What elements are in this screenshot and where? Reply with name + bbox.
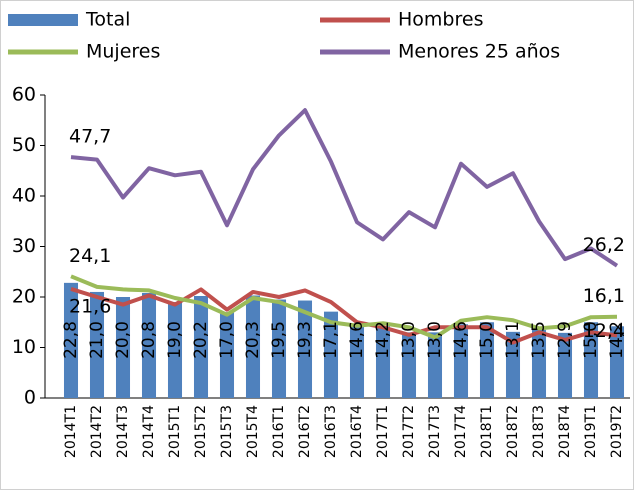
bar-value-label: 15,0: [477, 321, 497, 359]
x-tick-label: 2016T2: [297, 405, 313, 458]
bar: [271, 299, 287, 398]
bar-value-label: 14,6: [451, 321, 471, 359]
bar-value-label: 13,0: [399, 321, 419, 359]
bar-value-label: 14,6: [347, 321, 367, 359]
bar-value-label: 13,5: [529, 321, 549, 359]
x-tick-label: 2015T1: [167, 405, 183, 458]
bar: [141, 292, 157, 398]
bar: [89, 291, 105, 398]
bar: [193, 295, 209, 398]
legend-label: Mujeres: [86, 41, 160, 63]
bar-value-label: 19,0: [165, 321, 185, 359]
y-tick-label: 40: [12, 185, 36, 207]
bar: [609, 326, 625, 398]
x-tick-label: 2018T3: [531, 405, 547, 458]
line-value-label: 12,4: [583, 320, 625, 342]
x-tick-label: 2015T2: [193, 405, 209, 458]
x-tick-label: 2017T4: [453, 405, 469, 458]
line-value-label: 16,1: [583, 285, 625, 307]
x-tick-label: 2017T3: [427, 405, 443, 458]
bar-value-label: 14,2: [607, 321, 627, 359]
bar: [297, 300, 313, 398]
bar: [245, 295, 261, 398]
bar-value-label: 13,0: [425, 321, 445, 359]
y-tick-label: 10: [12, 336, 36, 358]
bar-value-label: 20,3: [243, 321, 263, 359]
bar-value-label: 20,2: [191, 321, 211, 359]
line-value-label: 24,1: [69, 245, 111, 267]
line: [70, 287, 618, 345]
bar-value-label: 14,2: [373, 321, 393, 359]
bar: [479, 322, 495, 398]
y-tick-label: 50: [12, 134, 36, 156]
bar-value-label: 19,5: [269, 321, 289, 359]
bar-value-label: 13,1: [503, 321, 523, 359]
bar: [401, 332, 417, 398]
line: [70, 274, 618, 340]
bar: [375, 326, 391, 398]
bar: [427, 332, 443, 398]
line-value-label: 26,2: [583, 234, 625, 256]
bar-value-label: 20,8: [139, 321, 159, 359]
bar-value-label: 21,0: [87, 321, 107, 359]
x-tick-label: 2019T1: [583, 405, 599, 458]
x-tick-label: 2014T2: [89, 405, 105, 458]
bar: [349, 324, 365, 398]
x-tick-label: 2016T4: [349, 405, 365, 458]
legend-swatch: [8, 14, 78, 26]
x-tick-label: 2014T1: [63, 405, 79, 458]
bar-value-label: 15,0: [581, 321, 601, 359]
y-tick-label: 60: [12, 84, 36, 106]
bar: [531, 329, 547, 398]
bar: [505, 331, 521, 398]
bar-value-label: 19,3: [295, 321, 315, 359]
y-tick-label: 0: [24, 387, 36, 409]
line: [70, 108, 619, 268]
x-tick-label: 2016T1: [271, 405, 287, 458]
line-value-label: 21,6: [69, 295, 111, 317]
bar: [323, 311, 339, 398]
bar: [63, 282, 79, 398]
y-tick-label: 30: [12, 235, 36, 257]
bar: [115, 297, 131, 398]
line-value-label: 47,7: [69, 126, 111, 148]
bar-value-label: 12,9: [555, 321, 575, 359]
x-tick-label: 2014T4: [141, 405, 157, 458]
bar-value-label: 17,0: [217, 321, 237, 359]
x-tick-label: 2015T3: [219, 405, 235, 458]
x-tick-label: 2015T4: [245, 405, 261, 458]
bar: [557, 332, 573, 398]
x-tick-label: 2017T2: [401, 405, 417, 458]
legend-label: Hombres: [398, 9, 483, 31]
y-tick-label: 20: [12, 286, 36, 308]
x-tick-label: 2016T3: [323, 405, 339, 458]
bar-value-label: 20,0: [113, 321, 133, 359]
x-tick-label: 2018T1: [479, 405, 495, 458]
bar-value-label: 17,1: [321, 321, 341, 359]
bar: [453, 324, 469, 398]
x-tick-label: 2014T3: [115, 405, 131, 458]
bar: [583, 322, 599, 398]
bar-value-label: 22,8: [61, 321, 81, 359]
x-tick-label: 2019T2: [609, 405, 625, 458]
x-tick-label: 2017T1: [375, 405, 391, 458]
x-tick-label: 2018T2: [505, 405, 521, 458]
bar: [219, 312, 235, 398]
x-tick-label: 2018T4: [557, 405, 573, 458]
legend-label: Total: [85, 9, 130, 31]
bar: [167, 302, 183, 398]
legend-label: Menores 25 años: [398, 41, 560, 63]
